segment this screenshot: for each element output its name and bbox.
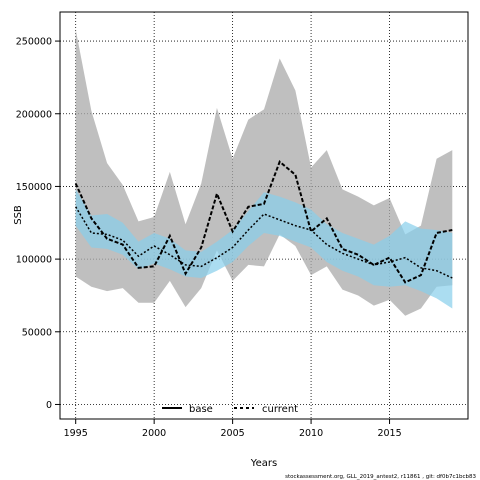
y-tick-label: 50000 (22, 327, 52, 338)
x-tick-label: 2015 (377, 428, 401, 439)
confidence-bands (75, 29, 453, 316)
x-tick-label: 2000 (142, 428, 166, 439)
y-tick-label: 200000 (16, 109, 52, 120)
plot-frame (59, 11, 469, 420)
y-tick-label: 100000 (16, 255, 52, 266)
y-axis: 0 50000 100000 150000 200000 250000 (16, 37, 60, 411)
x-axis-title: Years (250, 458, 277, 469)
y-tick-label: 0 (46, 400, 52, 411)
legend-label-current: current (262, 404, 298, 415)
y-tick-label: 250000 (16, 37, 52, 48)
x-tick-label: 2005 (221, 428, 245, 439)
confidence-band-current (75, 189, 453, 309)
y-axis-title: SSB (13, 205, 24, 225)
x-axis: 1995 2000 2005 2010 2015 (64, 419, 402, 439)
x-tick-label: 2010 (299, 428, 323, 439)
y-tick-label: 150000 (16, 182, 52, 193)
series-line-base (74, 160, 453, 284)
legend-label-base: base (189, 404, 213, 415)
series-lines (74, 160, 453, 284)
legend: base current (162, 404, 298, 415)
x-tick-label: 1995 (64, 428, 88, 439)
series-line-current (75, 206, 453, 279)
footer-note: stockassessment.org, GLL_2019_antest2, r… (285, 474, 476, 480)
